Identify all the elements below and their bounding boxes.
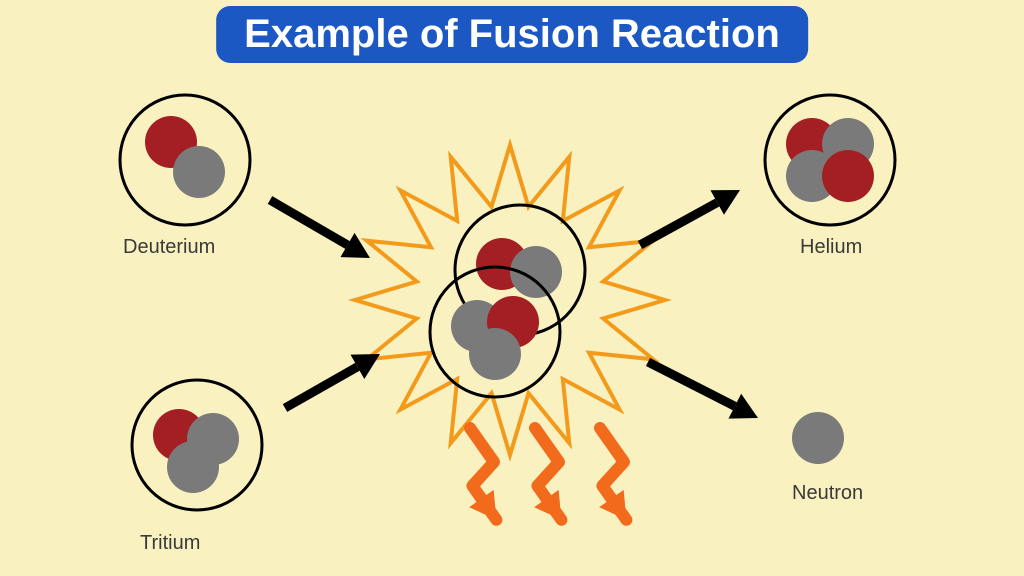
tritium-nucleus-particle — [167, 441, 219, 493]
reaction-arrow — [270, 200, 348, 245]
deuterium-nucleus-particle — [173, 146, 225, 198]
label-helium: Helium — [800, 236, 862, 259]
reaction-arrow — [285, 367, 357, 408]
label-neutron: Neutron — [792, 482, 863, 505]
fusion-center-bottom-particle — [469, 328, 521, 380]
diagram-svg — [0, 0, 1024, 576]
neutron-out-particle — [792, 412, 844, 464]
diagram-canvas: Example of Fusion Reaction Deuterium Tri… — [0, 0, 1024, 576]
helium-nucleus-particle — [822, 150, 874, 202]
reaction-arrow — [648, 362, 735, 406]
label-tritium: Tritium — [140, 532, 200, 555]
reaction-arrow — [640, 203, 717, 245]
label-deuterium: Deuterium — [123, 236, 215, 259]
